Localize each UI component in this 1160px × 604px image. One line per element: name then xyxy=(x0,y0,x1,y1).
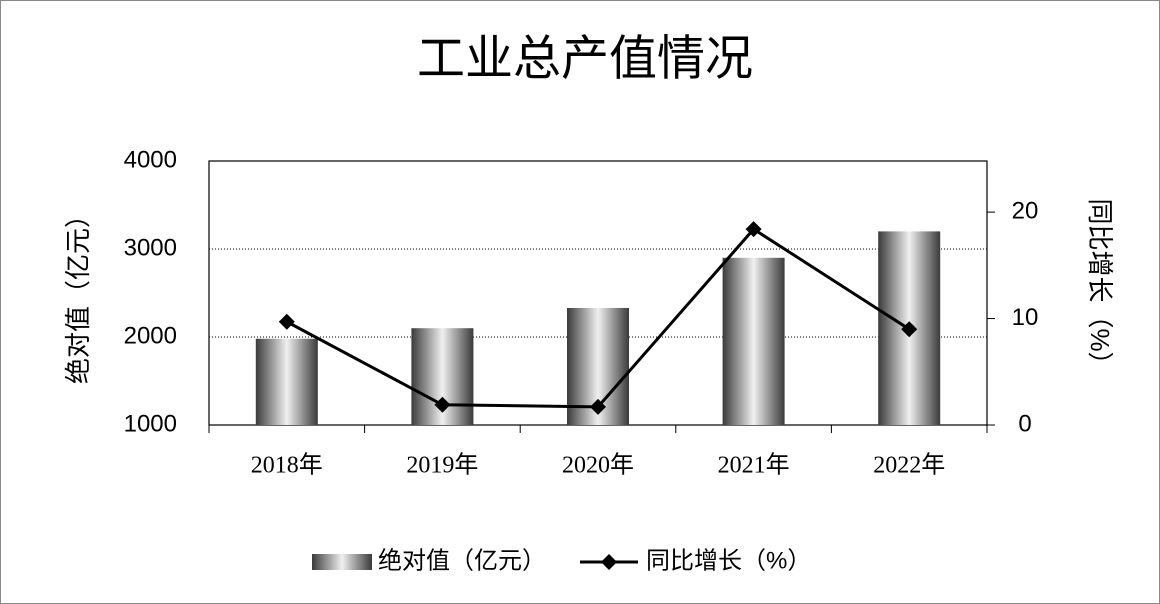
bar xyxy=(722,257,785,425)
y-axis-label: 绝对值（亿元） xyxy=(63,202,93,384)
marker xyxy=(434,396,451,413)
x-tick-label: 2018年 xyxy=(251,452,323,479)
x-tick-label: 2019年 xyxy=(406,452,478,479)
legend-label: 同比增长（%） xyxy=(646,547,811,574)
bar xyxy=(255,338,318,425)
legend-swatch xyxy=(312,554,372,570)
chart-title: 工业总产值情况 xyxy=(417,33,753,86)
legend-label: 绝对值（亿元） xyxy=(378,547,546,574)
y-tick-label: 3000 xyxy=(124,234,177,261)
x-tick-label: 2020年 xyxy=(562,452,634,479)
y-tick-label: 4000 xyxy=(124,146,177,173)
marker xyxy=(745,221,762,238)
y-tick-label: 2000 xyxy=(124,322,177,349)
marker xyxy=(901,321,918,338)
marker xyxy=(278,313,295,330)
y2-axis-label: 同比增长（%） xyxy=(1085,198,1115,377)
y2-tick-label: 20 xyxy=(1012,197,1039,224)
marker xyxy=(590,398,606,415)
x-tick-label: 2021年 xyxy=(718,452,790,479)
y2-tick-label: 10 xyxy=(1012,304,1039,331)
y-tick-label: 1000 xyxy=(124,410,177,437)
x-tick-label: 2022年 xyxy=(873,452,945,479)
y2-tick-label: 0 xyxy=(1018,410,1031,437)
legend-marker xyxy=(601,554,617,570)
